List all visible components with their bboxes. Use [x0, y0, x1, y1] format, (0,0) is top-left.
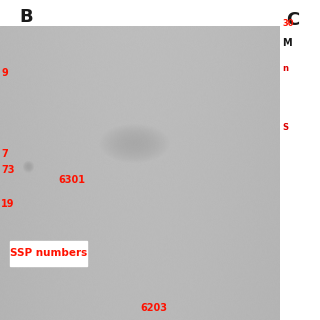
Text: 6301: 6301: [59, 175, 86, 185]
Text: S: S: [282, 124, 288, 132]
Text: 9: 9: [1, 68, 8, 78]
Text: 30: 30: [282, 20, 293, 28]
FancyBboxPatch shape: [10, 241, 87, 266]
Text: 19: 19: [1, 199, 15, 209]
Text: SSP numbers: SSP numbers: [10, 248, 87, 259]
Text: C: C: [286, 11, 299, 29]
Text: 73: 73: [1, 165, 15, 175]
Text: M: M: [282, 38, 292, 48]
Text: 6203: 6203: [140, 303, 167, 313]
Text: B: B: [20, 8, 33, 26]
Text: n: n: [282, 64, 288, 73]
Text: 7: 7: [1, 149, 8, 159]
